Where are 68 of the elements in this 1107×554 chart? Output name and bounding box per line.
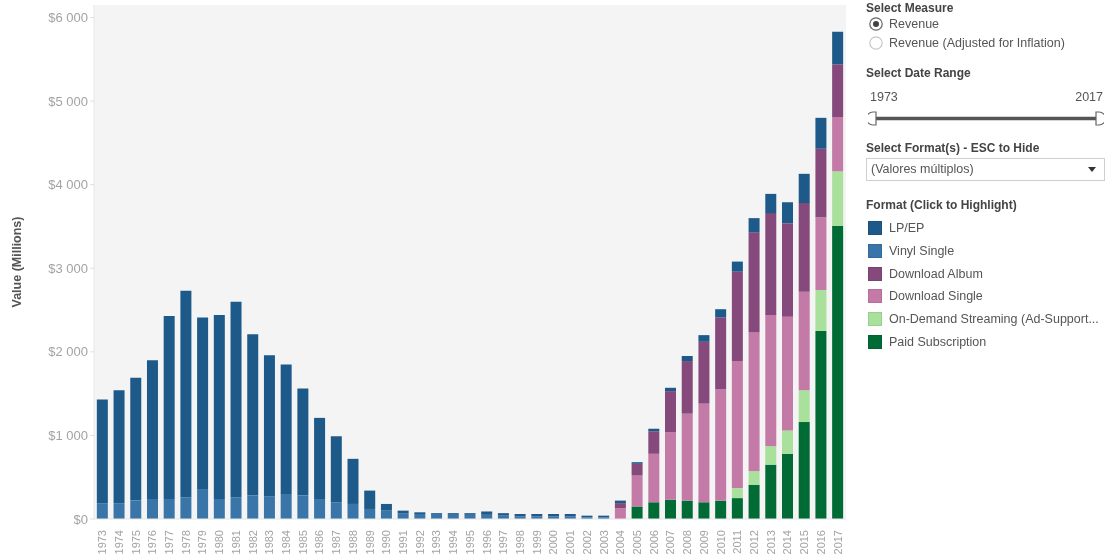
x-tick-label: 1983 bbox=[263, 530, 276, 554]
x-tick-label: 1995 bbox=[463, 530, 476, 554]
x-tick-label: 2008 bbox=[681, 530, 694, 554]
x-tick-label: 2007 bbox=[664, 530, 677, 554]
y-tick-label: $3 000 bbox=[48, 260, 88, 276]
x-tick-label: 1975 bbox=[129, 530, 142, 554]
x-tick-label: 2011 bbox=[731, 530, 744, 554]
legend-label: On-Demand Streaming (Ad-Support... bbox=[889, 312, 1099, 327]
y-tick-label: $2 000 bbox=[48, 344, 88, 360]
x-tick-label: 1992 bbox=[413, 530, 426, 554]
y-tick-label: $4 000 bbox=[48, 177, 88, 193]
x-tick-label: 1996 bbox=[480, 530, 493, 554]
text: 2017 bbox=[1075, 89, 1103, 105]
text: Revenue (Adjusted for Inflation) bbox=[889, 35, 1065, 51]
x-tick-label: 2014 bbox=[781, 530, 794, 554]
text: Select Date Range bbox=[866, 66, 971, 80]
x-tick-label: 1977 bbox=[163, 530, 176, 554]
x-tick-label: 1982 bbox=[246, 530, 259, 554]
y-tick-label: $1 000 bbox=[48, 428, 88, 444]
x-tick-label: 1974 bbox=[112, 530, 125, 554]
x-tick-label: 1973 bbox=[96, 530, 109, 554]
x-tick-label: 2017 bbox=[831, 530, 844, 554]
legend-label: Download Album bbox=[889, 266, 983, 281]
x-tick-label: 2009 bbox=[697, 530, 710, 554]
y-axis-title: Value (Millions) bbox=[10, 216, 24, 308]
x-tick-label: 2001 bbox=[564, 530, 577, 554]
x-tick-label: 1997 bbox=[497, 530, 510, 554]
y-tick-label: $5 000 bbox=[48, 93, 88, 109]
x-tick-label: 2003 bbox=[597, 530, 610, 554]
x-tick-label: 1985 bbox=[296, 530, 309, 554]
y-tick-label: $0 bbox=[73, 511, 88, 527]
text: Select Format(s) - ESC to Hide bbox=[866, 141, 1040, 155]
x-tick-label: 2004 bbox=[614, 530, 627, 554]
x-tick-label: 2012 bbox=[747, 530, 760, 554]
text: Revenue bbox=[889, 16, 940, 32]
x-tick-label: 1999 bbox=[530, 530, 543, 554]
text: Select Measure bbox=[866, 1, 954, 15]
x-tick-label: 1976 bbox=[146, 530, 159, 554]
legend-label: Paid Subscription bbox=[889, 334, 987, 349]
dropdown-field: (Valores múltiplos) bbox=[866, 158, 1105, 181]
legend-title: Format (Click to Highlight) bbox=[866, 198, 1018, 212]
x-tick-label: 1990 bbox=[380, 530, 393, 554]
x-tick-label: 1978 bbox=[179, 530, 192, 554]
x-tick-label: 1979 bbox=[196, 530, 209, 554]
x-tick-label: 1981 bbox=[229, 530, 242, 554]
x-tick-label: 2002 bbox=[580, 530, 593, 554]
x-tick-label: 2000 bbox=[547, 530, 560, 554]
x-tick-label: 1986 bbox=[313, 530, 326, 554]
x-tick-label: 1987 bbox=[330, 530, 343, 554]
x-tick-label: 1988 bbox=[346, 530, 359, 554]
x-tick-label: 1984 bbox=[280, 530, 293, 554]
x-tick-label: 2013 bbox=[764, 530, 777, 554]
x-tick-label: 2006 bbox=[647, 530, 660, 554]
legend-label: LP/EP bbox=[889, 221, 925, 236]
text: 1973 bbox=[870, 89, 898, 105]
x-tick-label: 2016 bbox=[814, 530, 827, 554]
x-tick-label: 1991 bbox=[397, 530, 410, 554]
x-tick-label: 2005 bbox=[630, 530, 643, 554]
legend-label: Vinyl Single bbox=[889, 244, 955, 259]
x-tick-label: 1993 bbox=[430, 530, 443, 554]
legend-label: Download Single bbox=[889, 289, 983, 304]
x-tick-label: 2015 bbox=[798, 530, 811, 554]
x-tick-label: 1994 bbox=[447, 530, 460, 554]
x-tick-label: 1989 bbox=[363, 530, 376, 554]
x-tick-label: 1980 bbox=[213, 530, 226, 554]
x-tick-label: 2010 bbox=[714, 530, 727, 554]
y-tick-label: $6 000 bbox=[48, 10, 88, 26]
x-tick-label: 1998 bbox=[513, 530, 526, 554]
